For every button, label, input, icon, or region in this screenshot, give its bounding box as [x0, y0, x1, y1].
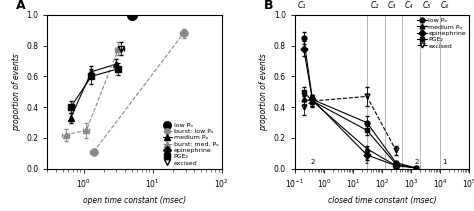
Legend: low Pₒ, medium Pₒ, epinephrine, PGE₂, excised: low Pₒ, medium Pₒ, epinephrine, PGE₂, ex… [417, 18, 466, 49]
Text: B: B [264, 0, 273, 12]
Text: 2: 2 [310, 159, 315, 165]
Text: C₅: C₅ [423, 1, 431, 10]
Text: A: A [16, 0, 26, 12]
Text: 2: 2 [365, 159, 369, 165]
Text: 2: 2 [414, 159, 419, 165]
Text: 1: 1 [442, 159, 447, 165]
Text: C₃: C₃ [388, 1, 396, 10]
Legend: low Pₒ, burst: low Pₒ, medium Pₒ, burst: med. Pₒ, epinephrine, PGE₂, excised: low Pₒ, burst: low Pₒ, medium Pₒ, burst:… [163, 122, 219, 166]
Y-axis label: proportion of events: proportion of events [12, 53, 21, 131]
Text: C₂: C₂ [370, 1, 379, 10]
X-axis label: closed time constant (msec): closed time constant (msec) [328, 196, 437, 205]
Y-axis label: proportion of events: proportion of events [259, 53, 268, 131]
Text: C₁: C₁ [298, 1, 307, 10]
Text: C₆: C₆ [440, 1, 448, 10]
Text: C₄: C₄ [405, 1, 413, 10]
X-axis label: open time constant (msec): open time constant (msec) [83, 196, 186, 205]
